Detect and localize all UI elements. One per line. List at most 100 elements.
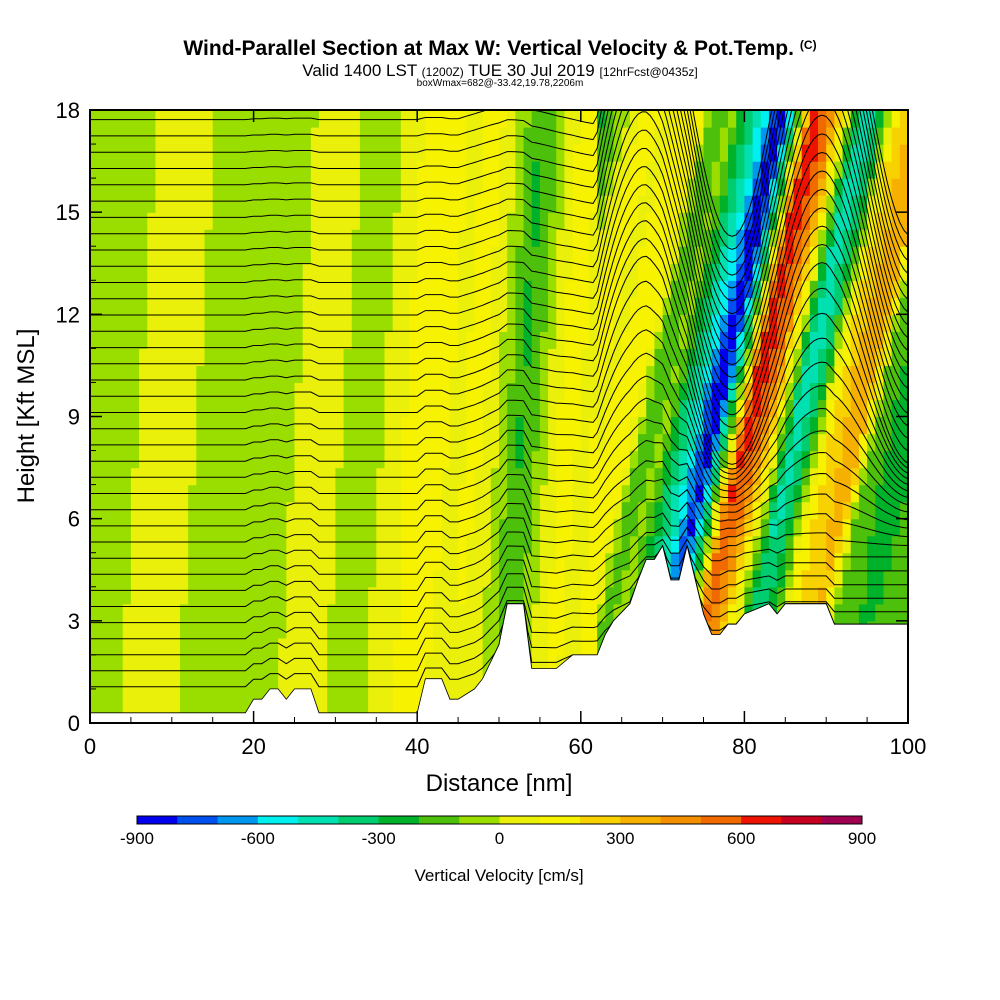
velocity-cell [302, 178, 312, 196]
velocity-cell [687, 178, 696, 196]
velocity-cell [507, 178, 516, 196]
velocity-cell [523, 127, 533, 145]
velocity-cell [670, 433, 680, 452]
velocity-cell [278, 484, 287, 503]
velocity-cell [621, 348, 631, 367]
velocity-cell [155, 365, 165, 384]
velocity-cell [662, 144, 672, 162]
velocity-cell [654, 348, 664, 367]
velocity-cell [359, 229, 369, 247]
velocity-cell [728, 110, 737, 128]
velocity-cell [155, 654, 165, 673]
velocity-cell [474, 178, 484, 196]
velocity-cell [179, 110, 189, 128]
velocity-cell [147, 518, 157, 537]
velocity-cell [335, 501, 345, 520]
velocity-cell [466, 569, 476, 588]
velocity-cell [163, 144, 173, 162]
velocity-cell [139, 280, 148, 298]
velocity-cell [670, 552, 680, 571]
velocity-cell [163, 348, 173, 367]
velocity-cell [490, 399, 500, 418]
velocity-cell [400, 280, 410, 298]
velocity-cell [139, 144, 148, 162]
velocity-cell [220, 467, 230, 486]
velocity-cell [392, 637, 402, 656]
velocity-cell [466, 263, 476, 281]
velocity-cell [253, 620, 263, 639]
velocity-cell [441, 144, 451, 162]
velocity-cell [425, 144, 435, 162]
velocity-cell [670, 263, 680, 281]
velocity-cell [891, 501, 901, 520]
velocity-cell [253, 127, 263, 145]
velocity-cell [343, 654, 353, 673]
velocity-cell [171, 348, 181, 367]
velocity-cell [499, 246, 508, 264]
velocity-cell [548, 484, 557, 503]
velocity-cell [736, 195, 745, 213]
velocity-cell [580, 484, 590, 503]
velocity-cell [572, 246, 582, 264]
velocity-cell [188, 433, 197, 452]
velocity-cell [409, 603, 418, 622]
velocity-cell [237, 654, 247, 673]
velocity-cell [294, 467, 304, 486]
velocity-cell [515, 433, 525, 452]
velocity-cell [122, 501, 132, 520]
velocity-cell [253, 671, 263, 690]
velocity-cell [507, 314, 516, 332]
velocity-cell [343, 552, 353, 571]
velocity-cell [155, 586, 165, 605]
velocity-cell [728, 501, 737, 520]
velocity-cell [343, 348, 353, 367]
velocity-cell [425, 450, 435, 469]
velocity-cell [368, 195, 377, 213]
velocity-cell [90, 654, 99, 673]
velocity-cell [703, 416, 713, 435]
velocity-cell [507, 416, 516, 435]
velocity-cell [368, 620, 377, 639]
velocity-cell [441, 365, 451, 384]
velocity-cell [155, 246, 165, 264]
velocity-cell [768, 450, 778, 469]
velocity-cell [90, 569, 99, 588]
velocity-cell [826, 263, 835, 281]
velocity-cell [719, 450, 729, 469]
velocity-cell [441, 450, 451, 469]
isentrope-line [90, 280, 908, 470]
velocity-cell [384, 348, 394, 367]
velocity-cell [294, 246, 304, 264]
velocity-cell [220, 297, 230, 315]
velocity-cell [875, 569, 885, 588]
velocity-cell [482, 654, 492, 673]
velocity-cell [842, 178, 852, 196]
velocity-cell [818, 331, 827, 349]
velocity-cell [368, 603, 377, 622]
velocity-cell [114, 110, 124, 128]
velocity-cell [687, 467, 696, 486]
velocity-cell [376, 501, 386, 520]
velocity-cell [842, 263, 852, 281]
velocity-cell [171, 212, 181, 230]
velocity-cell [229, 178, 238, 196]
velocity-cell [654, 263, 664, 281]
velocity-cell [392, 688, 402, 707]
velocity-cell [728, 433, 737, 452]
velocity-cell [711, 127, 721, 145]
velocity-cell [499, 365, 508, 384]
velocity-cell [703, 365, 713, 384]
velocity-cell [548, 331, 557, 349]
velocity-cell [130, 212, 140, 230]
velocity-cell [834, 467, 844, 486]
velocity-cell [523, 297, 533, 315]
velocity-cell [638, 297, 647, 315]
velocity-cell [588, 314, 598, 332]
velocity-cell [261, 654, 271, 673]
velocity-cell [638, 127, 647, 145]
velocity-cell [130, 382, 140, 401]
velocity-cell [768, 467, 778, 486]
velocity-cell [392, 450, 402, 469]
velocity-cell [466, 671, 476, 690]
velocity-cell [286, 484, 296, 503]
